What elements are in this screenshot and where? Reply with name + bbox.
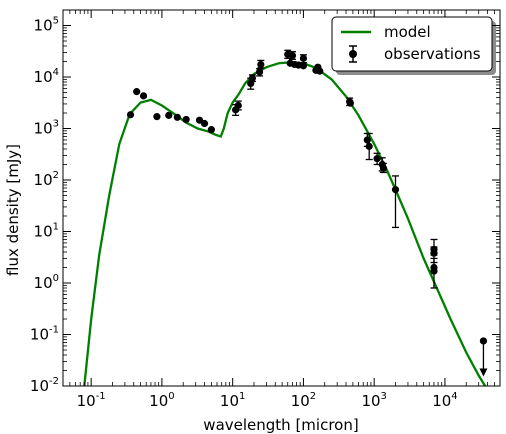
observation-point <box>139 92 148 100</box>
observation-point <box>288 51 297 61</box>
observation-point <box>207 126 215 134</box>
model-line <box>83 60 487 386</box>
x-tick-label: 101 <box>220 391 245 410</box>
x-tick-label: 104 <box>432 391 457 410</box>
y-tick-label: 10-1 <box>30 325 59 344</box>
observation-point <box>373 152 381 166</box>
axes: 10-1 100 101 102 103 104 10-2 10-1 100 101 102 103 1… <box>30 9 501 410</box>
observation-point <box>255 68 264 77</box>
observation-point <box>257 59 265 69</box>
x-tick-label: 100 <box>149 391 174 410</box>
observation-point <box>391 175 400 229</box>
observation-point <box>346 99 354 107</box>
x-tick-label: 102 <box>291 391 316 410</box>
observation-point <box>365 132 373 161</box>
y-tick-label: 103 <box>34 119 59 138</box>
y-axis-label: flux density [mJy] <box>4 144 22 276</box>
observation-point <box>299 54 308 64</box>
x-tick-label: 10-1 <box>77 391 106 410</box>
observation-point <box>379 162 388 174</box>
legend: model observations <box>331 16 496 75</box>
y-tick-label: 101 <box>34 222 59 241</box>
observation-point <box>182 115 190 124</box>
observation-point <box>316 67 324 75</box>
legend-model-label: model <box>384 23 431 41</box>
observation-point <box>479 337 488 377</box>
x-tick-label: 103 <box>361 391 386 410</box>
y-tick-label: 105 <box>34 16 59 35</box>
y-tick-label: 104 <box>34 67 59 86</box>
observation-point <box>133 88 141 96</box>
y-tick-label: 100 <box>34 273 59 292</box>
plot-frame <box>62 9 501 387</box>
y-tick-label: 102 <box>34 170 59 189</box>
observation-point <box>430 267 438 275</box>
observation-point <box>200 119 209 128</box>
observation-point <box>234 100 242 111</box>
observation-point <box>173 113 181 121</box>
legend-observations-swatch <box>349 45 357 63</box>
observation-point <box>165 111 173 119</box>
observation-point <box>299 62 308 70</box>
y-tick-label: 10-2 <box>30 376 59 395</box>
legend-box <box>331 16 493 72</box>
x-axis-label: wavelength [micron] <box>203 416 358 434</box>
legend-observations-label: observations <box>384 45 481 63</box>
plot-area <box>83 49 488 386</box>
observation-point <box>248 74 256 83</box>
observation-point <box>153 113 161 121</box>
observation-point <box>126 111 135 119</box>
